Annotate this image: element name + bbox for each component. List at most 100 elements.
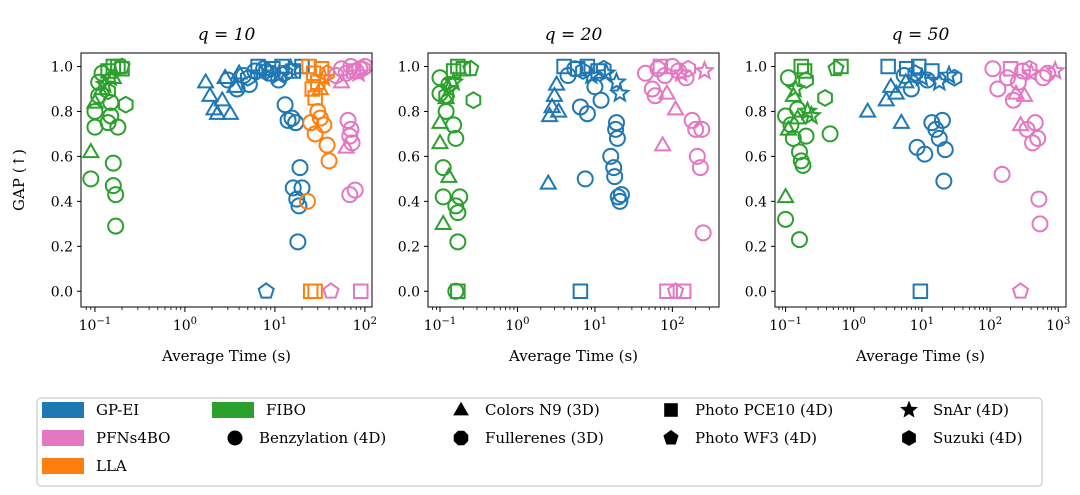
data-point-fibo-square [445,63,462,79]
data-point-gp-ei-circle [576,170,594,188]
panel-title: q = 50 [892,25,950,45]
y-tick-label: 0.8 [745,104,767,120]
data-point-gp-ei-square [556,58,572,75]
y-axis-label: GAP (↑) [10,149,28,211]
data-point-pfns4bo-square [659,283,675,300]
legend-marker-hexagon [902,430,916,446]
data-point-lla-square [304,81,320,97]
data-point-gp-ei-square [924,63,940,79]
y-tick-label: 1.0 [51,59,73,75]
data-point-pfns4bo-circle [998,69,1016,87]
data-point-fibo-circle [821,125,839,143]
data-point-gp-ei-square [250,58,266,75]
data-point-pfns4bo-circle [341,186,359,204]
data-point-pfns4bo-circle [688,147,706,165]
data-point-gp-ei-hexagon [239,68,256,87]
data-point-fibo-star [99,66,122,87]
data-point-pfns4bo-circle [687,120,705,138]
plot-frame [427,52,720,308]
data-point-fibo-hexagon [100,82,116,101]
data-point-fibo-circle [784,129,802,147]
x-tick-label: 101 [910,316,934,334]
data-point-lla-square [307,283,323,300]
data-point-lla-circle [306,125,324,143]
legend-label-colors-n9-3d: Colors N9 (3D) [485,401,600,419]
y-tick-label: 0.4 [398,194,420,210]
y-tick-label: 0.0 [745,284,767,300]
data-point-pfns4bo-pentagon [666,282,685,299]
data-point-pfns4bo-circle [683,111,701,129]
data-point-pfns4bo-circle [989,80,1007,98]
data-point-fibo-circle [794,156,812,174]
data-point-gp-ei-star [938,64,960,85]
data-point-fibo-triangle [430,133,450,150]
data-point-gp-ei-triangle [213,90,232,107]
y-tick-label: 0.6 [398,149,420,165]
legend-label-gp-ei: GP-EI [96,401,139,419]
data-point-pfns4bo-hexagon [1021,59,1038,78]
data-point-fibo-circle [434,188,452,206]
data-point-lla-circle [320,152,338,170]
data-point-gp-ei-pentagon [257,282,275,299]
legend-swatch-gp-ei [42,402,84,418]
data-point-lla-circle [318,136,336,154]
legend-label-lla: LLA [96,457,127,475]
data-point-gp-ei-star [595,61,618,83]
legend-swatch-lla [42,458,84,474]
data-point-gp-ei-hexagon [907,64,924,83]
legend-marker-circle [227,430,243,446]
legend-marker-triangle [453,401,469,416]
data-point-fibo-circle [445,116,463,134]
data-point-pfns4bo-triangle [1011,115,1030,132]
data-point-gp-ei-circle [607,120,625,138]
data-point-pfns4bo-circle [693,120,711,138]
data-point-gp-ei-triangle [858,101,877,118]
data-point-fibo-star [800,104,823,126]
data-point-pfns4bo-hexagon [355,59,371,78]
data-point-pfns4bo-star [347,61,370,83]
panel-1: q = 10 0.0 0.2 0.4 0.6 0.8 1.0 10−1 100 101 102 Ave… [51,25,377,365]
data-point-gp-ei-circle [936,141,954,159]
legend-label-fibo: FIBO [266,401,306,419]
x-tick-label: 101 [583,316,607,334]
y-tick-label: 0.2 [745,239,767,255]
data-point-gp-ei-square [572,283,589,300]
data-point-fibo-pentagon [113,57,131,74]
data-point-fibo-triangle [776,187,795,204]
data-point-gp-ei-circle [608,129,626,147]
y-tick-label: 0.4 [745,194,767,210]
x-tick-label: 100 [842,316,866,334]
data-point-pfns4bo-circle [1031,215,1049,233]
data-point-gp-ei-circle [288,190,306,208]
data-point-pfns4bo-star [1044,59,1066,81]
y-tick-label: 0.0 [398,284,420,300]
data-point-pfns4bo-triangle [336,137,356,154]
data-point-gp-ei-hexagon [946,68,963,87]
legend-label-snar-4d: SnAr (4D) [933,401,1009,419]
data-point-fibo-circle [790,231,808,249]
data-point-fibo-hexagon [117,95,134,114]
legend-marker-star [900,400,918,418]
data-point-gp-ei-triangle [208,103,227,120]
data-point-pfns4bo-circle [341,127,359,145]
data-point-fibo-circle [437,102,455,120]
data-point-gp-ei-square [880,58,896,75]
data-point-gp-ei-circle [606,168,624,186]
data-point-gp-ei-square [912,283,929,300]
data-point-gp-ei-triangle [881,76,901,93]
y-tick-label: 0.6 [745,149,767,165]
data-point-fibo-circle [109,118,127,136]
x-tick-label: 10−1 [79,316,112,334]
legend: GP-EI PFNs4BO LLA FIBO Benzylation (4D) Color… [36,397,1043,487]
data-point-pfns4bo-pentagon [322,282,340,299]
data-point-pfns4bo-circle [646,87,664,105]
data-point-pfns4bo-pentagon [1011,282,1030,299]
data-point-lla-circle [309,102,327,120]
data-point-pfns4bo-circle [694,224,712,242]
y-tick-label: 0.2 [398,239,420,255]
data-point-fibo-star [442,70,465,92]
data-point-pfns4bo-triangle [657,83,677,100]
data-point-gp-ei-hexagon [258,61,274,81]
data-point-pfns4bo-triangle [1006,83,1026,100]
data-point-pfns4bo-square [652,58,669,75]
